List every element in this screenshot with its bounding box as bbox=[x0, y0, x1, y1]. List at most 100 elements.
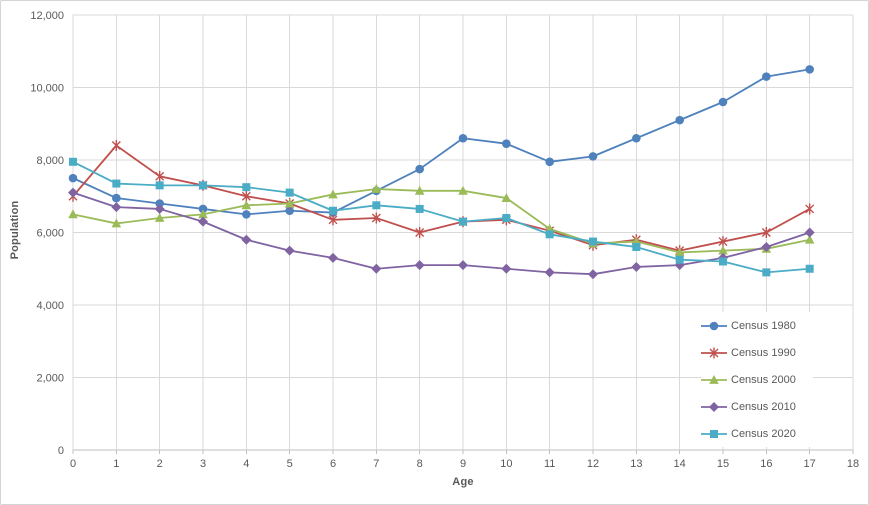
marker-census-2010-age-16[interactable] bbox=[761, 242, 772, 252]
x-tick-label: 13 bbox=[630, 458, 642, 470]
marker-census-2010-age-8[interactable] bbox=[414, 260, 425, 271]
y-tick-label: 8,000 bbox=[36, 155, 64, 167]
marker-census-2010-age-2[interactable] bbox=[154, 203, 165, 214]
legend-item-census-1980[interactable]: Census 1980 bbox=[701, 312, 813, 339]
series-line-census-2010[interactable] bbox=[72, 191, 810, 276]
marker-census-2020-age-3[interactable] bbox=[199, 181, 207, 190]
marker-census-2000-age-7[interactable] bbox=[371, 184, 382, 193]
marker-census-2010-age-9[interactable] bbox=[458, 260, 468, 271]
marker-census-2000-age-14[interactable] bbox=[674, 247, 685, 257]
marker-census-1980-age-3[interactable] bbox=[198, 204, 208, 214]
legend-item-census-2020[interactable]: Census 2020 bbox=[701, 420, 813, 447]
marker-census-2020-age-7[interactable] bbox=[372, 201, 381, 210]
marker-census-1990-age-15[interactable] bbox=[718, 236, 728, 248]
marker-census-2000-age-2[interactable] bbox=[154, 213, 165, 222]
marker-census-1990-age-7[interactable] bbox=[371, 212, 381, 224]
series-line-census-2000[interactable] bbox=[72, 188, 810, 254]
marker-census-2010-age-6[interactable] bbox=[328, 252, 338, 263]
x-axis-title: Age bbox=[452, 476, 474, 488]
marker-census-2000-age-15[interactable] bbox=[718, 245, 728, 255]
marker-census-2010-age-10[interactable] bbox=[501, 263, 512, 274]
marker-census-2010-age-11[interactable] bbox=[544, 267, 555, 278]
marker-census-1980-age-9[interactable] bbox=[458, 133, 468, 143]
marker-census-1980-age-1[interactable] bbox=[112, 193, 121, 203]
legend-item-census-2000[interactable]: Census 2000 bbox=[701, 366, 813, 393]
marker-census-2010-age-13[interactable] bbox=[631, 261, 642, 272]
marker-census-1990-age-6[interactable] bbox=[328, 214, 338, 226]
marker-census-1980-age-4[interactable] bbox=[242, 210, 251, 219]
marker-census-2020-age-17[interactable] bbox=[805, 264, 814, 273]
marker-census-1980-age-14[interactable] bbox=[675, 115, 684, 125]
y-tick-label: 6,000 bbox=[36, 228, 64, 240]
marker-census-1980-age-0[interactable] bbox=[68, 173, 78, 183]
marker-census-2010-age-1[interactable] bbox=[111, 202, 122, 213]
legend-marker-census-2000[interactable] bbox=[709, 374, 719, 384]
marker-census-1980-age-11[interactable] bbox=[545, 157, 554, 167]
marker-census-1990-age-4[interactable] bbox=[241, 190, 251, 202]
marker-census-2010-age-17[interactable] bbox=[804, 227, 815, 238]
marker-census-2000-age-5[interactable] bbox=[284, 198, 295, 208]
marker-census-1980-age-5[interactable] bbox=[285, 206, 294, 216]
marker-census-2020-age-5[interactable] bbox=[285, 188, 294, 197]
marker-census-1980-age-16[interactable] bbox=[762, 72, 771, 81]
marker-census-2000-age-3[interactable] bbox=[198, 209, 208, 219]
marker-census-2020-age-10[interactable] bbox=[502, 214, 511, 222]
marker-census-2020-age-4[interactable] bbox=[242, 183, 251, 192]
x-tick-label: 12 bbox=[587, 458, 599, 470]
marker-census-2020-age-16[interactable] bbox=[762, 268, 771, 277]
marker-census-2020-age-8[interactable] bbox=[415, 204, 424, 213]
marker-census-1980-age-13[interactable] bbox=[632, 133, 641, 143]
series-line-census-1980[interactable] bbox=[72, 68, 810, 216]
series-line-census-2020[interactable] bbox=[72, 161, 810, 274]
x-tick-label: 16 bbox=[760, 458, 772, 470]
x-tick-label: 10 bbox=[500, 458, 512, 470]
legend-item-census-2010[interactable]: Census 2010 bbox=[701, 393, 813, 420]
marker-census-2020-age-9[interactable] bbox=[459, 217, 467, 226]
marker-census-2000-age-9[interactable] bbox=[458, 185, 468, 195]
marker-census-2000-age-8[interactable] bbox=[414, 185, 425, 195]
marker-census-1990-age-16[interactable] bbox=[761, 227, 771, 238]
marker-census-1990-age-1[interactable] bbox=[111, 140, 121, 151]
marker-census-2020-age-6[interactable] bbox=[329, 206, 337, 215]
legend-marker-census-2020[interactable] bbox=[710, 429, 718, 438]
legend-item-census-1990[interactable]: Census 1990 bbox=[701, 339, 813, 366]
marker-census-2000-age-17[interactable] bbox=[804, 234, 815, 244]
marker-census-2010-age-5[interactable] bbox=[284, 245, 295, 256]
legend-marker-census-1980[interactable] bbox=[709, 321, 719, 330]
marker-census-1980-age-15[interactable] bbox=[718, 97, 728, 107]
marker-census-2000-age-10[interactable] bbox=[501, 193, 512, 202]
marker-census-1980-age-8[interactable] bbox=[415, 164, 424, 174]
marker-census-2010-age-0[interactable] bbox=[68, 187, 78, 198]
marker-census-2020-age-14[interactable] bbox=[675, 255, 684, 264]
legend-label: Census 2000 bbox=[731, 373, 796, 386]
marker-census-2020-age-0[interactable] bbox=[69, 157, 77, 166]
marker-census-2000-age-1[interactable] bbox=[111, 218, 122, 228]
legend-marker-census-2010[interactable] bbox=[709, 401, 719, 412]
marker-census-2020-age-12[interactable] bbox=[589, 237, 597, 246]
legend-label: Census 2010 bbox=[731, 400, 796, 413]
marker-census-1980-age-17[interactable] bbox=[805, 65, 814, 74]
marker-census-1980-age-2[interactable] bbox=[155, 199, 164, 208]
marker-census-2010-age-7[interactable] bbox=[371, 263, 382, 274]
legend-marker-census-1990[interactable] bbox=[709, 347, 719, 358]
marker-census-2010-age-4[interactable] bbox=[241, 234, 252, 245]
marker-census-1990-age-2[interactable] bbox=[155, 170, 165, 182]
marker-census-2000-age-0[interactable] bbox=[68, 209, 78, 219]
marker-census-2020-age-1[interactable] bbox=[112, 179, 121, 188]
x-tick-label: 9 bbox=[460, 458, 466, 470]
marker-census-1990-age-8[interactable] bbox=[415, 227, 425, 238]
marker-census-2020-age-2[interactable] bbox=[155, 181, 164, 190]
x-tick-label: 14 bbox=[674, 458, 686, 470]
marker-census-2000-age-4[interactable] bbox=[241, 200, 252, 210]
series-line-census-1990[interactable] bbox=[72, 144, 811, 252]
marker-census-1990-age-17[interactable] bbox=[805, 203, 815, 215]
marker-census-1980-age-10[interactable] bbox=[502, 139, 511, 148]
marker-census-2010-age-12[interactable] bbox=[588, 269, 598, 280]
marker-census-2000-age-6[interactable] bbox=[328, 189, 338, 199]
marker-census-2020-age-13[interactable] bbox=[632, 243, 641, 251]
marker-census-2010-age-3[interactable] bbox=[198, 216, 208, 227]
marker-census-1980-age-12[interactable] bbox=[588, 152, 598, 161]
marker-census-2020-age-15[interactable] bbox=[719, 257, 727, 266]
marker-census-2020-age-11[interactable] bbox=[545, 230, 554, 239]
